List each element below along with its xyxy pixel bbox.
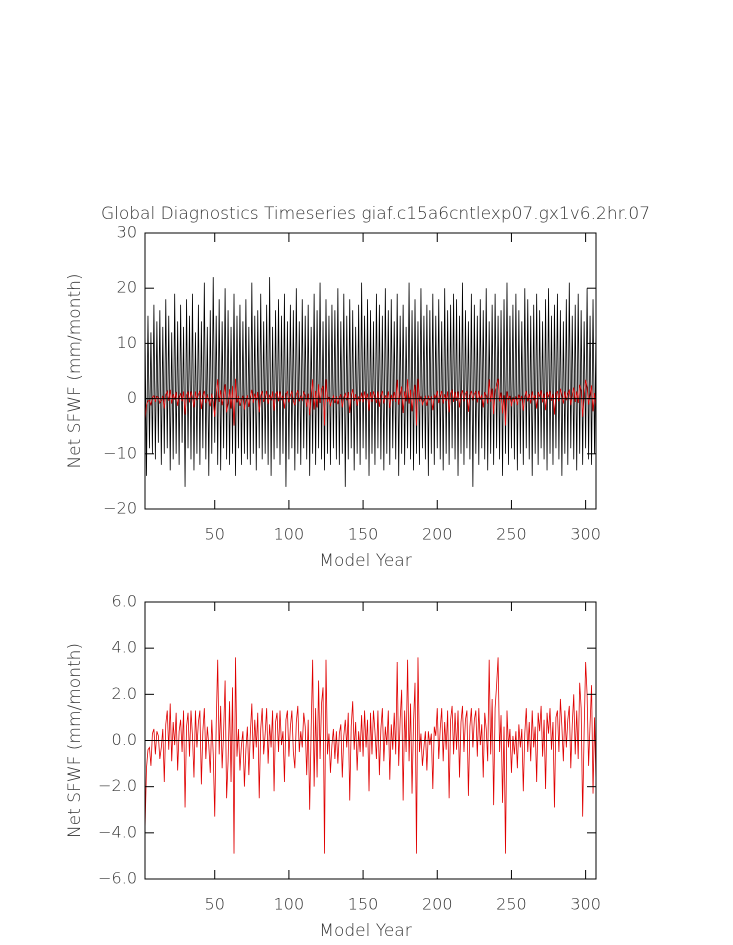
y-tick-label: −6.0 [98,869,137,888]
y-axis-label: Net SFWF (mm/month) [65,273,85,468]
y-tick-label: 20 [117,278,137,297]
x-axis-label: Model Year [319,921,411,941]
x-tick-label: 200 [422,525,453,544]
y-tick-label: −4.0 [98,822,137,841]
x-tick-label: 200 [422,895,453,914]
x-tick-label: 250 [496,525,527,544]
data-line [144,277,597,487]
data-line [144,657,597,854]
x-tick-label: 300 [570,525,601,544]
y-tick-label: −20 [103,499,137,518]
chart-title: Global Diagnostics Timeseries giaf.c15a6… [101,204,650,224]
y-tick-label: 30 [117,223,137,242]
plot-frame [144,232,597,510]
x-tick-label: 100 [274,525,305,544]
x-tick-label: 100 [274,895,305,914]
x-tick-label: 300 [570,895,601,914]
y-tick-label: 0 [127,388,137,407]
x-tick-label: 50 [205,525,225,544]
y-tick-label: −10 [103,443,137,462]
y-tick-label: 10 [117,333,137,352]
y-axis-label: Net SFWF (mm/month) [65,643,85,838]
y-tick-label: −2.0 [98,776,137,795]
x-tick-label: 150 [348,895,379,914]
y-tick-label: 2.0 [112,684,137,703]
y-tick-label: 0.0 [112,730,137,749]
x-tick-label: 250 [496,895,527,914]
x-tick-label: 50 [205,895,225,914]
x-axis-label: Model Year [319,551,411,571]
y-tick-label: 4.0 [112,638,137,657]
y-tick-label: 6.0 [112,592,137,611]
x-tick-label: 150 [348,525,379,544]
